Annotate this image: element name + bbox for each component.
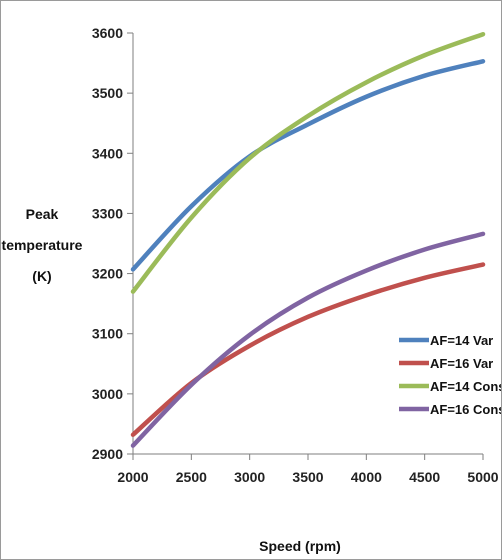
x-axis-ticks: 2000 2500 3000 3500 4000 4500 5000 [117, 454, 499, 485]
legend: AF=14 Var AF=16 Var AF=14 Const AF=16 Const [399, 333, 501, 417]
y-tick-label: 3500 [92, 85, 123, 101]
y-tick-label: 3600 [92, 25, 123, 41]
series-lines [130, 31, 486, 448]
legend-label: AF=14 Var [430, 333, 493, 348]
x-tick-label: 4000 [351, 469, 382, 485]
y-tick-label: 3400 [92, 145, 123, 161]
y-tick-label: 3300 [92, 205, 123, 221]
y-axis-title-line: Peak [26, 206, 59, 222]
series-line-af-14-const [130, 31, 486, 294]
x-tick-label: 4500 [409, 469, 440, 485]
y-tick-label: 2900 [92, 446, 123, 462]
series-line-af-16-const [130, 231, 486, 448]
legend-label: AF=14 Const [430, 379, 501, 394]
x-tick-label: 2500 [176, 469, 207, 485]
y-tick-label: 3200 [92, 266, 123, 282]
legend-label: AF=16 Var [430, 356, 493, 371]
y-axis-title-line: (K) [32, 268, 51, 284]
y-tick-label: 3100 [92, 326, 123, 342]
y-axis-title-line: temperature [2, 237, 83, 253]
x-tick-label: 5000 [467, 469, 498, 485]
x-tick-label: 3000 [234, 469, 265, 485]
y-tick-label: 3000 [92, 386, 123, 402]
x-tick-label: 2000 [117, 469, 148, 485]
y-axis-title: Peak temperature (K) [2, 206, 83, 284]
series-line-af-14-var [130, 59, 486, 272]
legend-label: AF=16 Const [430, 402, 501, 417]
x-tick-label: 3500 [292, 469, 323, 485]
y-axis-ticks: 2900 3000 3100 3200 3300 3400 3500 3600 [92, 25, 133, 462]
x-axis-title: Speed (rpm) [259, 538, 341, 554]
